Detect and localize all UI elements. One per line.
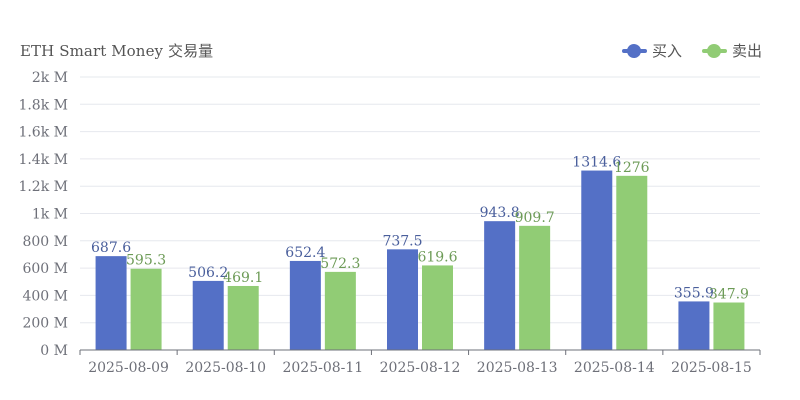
data-label-buy: 687.6	[91, 240, 131, 256]
legend: 买入 卖出	[621, 40, 762, 61]
bar-buy	[581, 170, 613, 350]
data-label-buy: 652.4	[285, 245, 325, 261]
legend-item-buy[interactable]: 买入	[621, 40, 682, 61]
bar-buy	[192, 280, 224, 350]
x-tick-label: 2025-08-11	[282, 360, 363, 376]
bar-sell	[227, 285, 259, 350]
legend-label-sell: 卖出	[731, 42, 762, 60]
data-label-buy: 355.9	[674, 285, 714, 301]
data-label-buy: 737.5	[382, 233, 422, 249]
data-label-buy: 1314.6	[572, 155, 621, 171]
y-tick-label: 1.6k M	[18, 125, 68, 141]
bar-sell	[130, 268, 162, 350]
data-label-sell: 347.9	[709, 287, 749, 303]
bars	[95, 170, 745, 350]
bar-sell	[422, 265, 453, 350]
bar-buy	[387, 249, 418, 350]
data-label-buy: 506.2	[188, 265, 228, 281]
y-tick-label: 600 M	[22, 261, 68, 277]
x-tick-label: 2025-08-14	[574, 360, 655, 376]
y-tick-label: 400 M	[22, 288, 68, 304]
bar-buy	[95, 256, 127, 350]
data-label-sell: 1276	[614, 160, 650, 176]
y-tick-label: 1.8k M	[18, 97, 68, 113]
chart-title: ETH Smart Money 交易量	[20, 42, 214, 60]
legend-swatch-sell	[701, 43, 727, 58]
x-tick-label: 2025-08-10	[185, 360, 266, 376]
y-tick-label: 1.2k M	[18, 179, 68, 195]
data-label-sell: 572.3	[320, 256, 360, 272]
gridlines	[80, 76, 760, 324]
y-tick-label: 1k M	[32, 207, 68, 223]
bar-sell	[616, 175, 648, 350]
y-tick-label: 0 M	[40, 343, 68, 359]
legend-swatch-buy	[621, 43, 647, 58]
bar-buy	[678, 301, 710, 350]
y-tick-label: 2k M	[32, 70, 68, 86]
x-axis: 2025-08-09 2025-08-10 2025-08-11 2025-08-12…	[79, 349, 761, 376]
bar-sell	[713, 302, 745, 350]
legend-label-buy: 买入	[651, 42, 682, 60]
bar-sell	[324, 271, 356, 350]
x-tick-label: 2025-08-12	[380, 360, 461, 376]
x-tick-label: 2025-08-09	[88, 360, 169, 376]
bar-buy	[289, 260, 321, 350]
x-tick-label: 2025-08-15	[671, 360, 752, 376]
x-tick-label: 2025-08-13	[477, 360, 558, 376]
bar-buy	[484, 221, 516, 350]
y-tick-label: 800 M	[22, 234, 68, 250]
legend-item-sell[interactable]: 卖出	[701, 40, 762, 61]
bar-sell	[519, 225, 551, 350]
data-label-sell: 909.7	[515, 210, 555, 226]
data-label-sell: 595.3	[126, 253, 166, 269]
data-label-sell: 469.1	[223, 270, 263, 286]
y-tick-label: 1.4k M	[18, 152, 68, 168]
y-tick-label: 200 M	[22, 316, 68, 332]
data-label-buy: 943.8	[480, 205, 520, 221]
y-axis-ticks: 0 M 200 M 400 M 600 M 800 M 1k M 1.2k M 1.4k M 1…	[18, 70, 68, 359]
data-label-sell: 619.6	[417, 249, 457, 265]
